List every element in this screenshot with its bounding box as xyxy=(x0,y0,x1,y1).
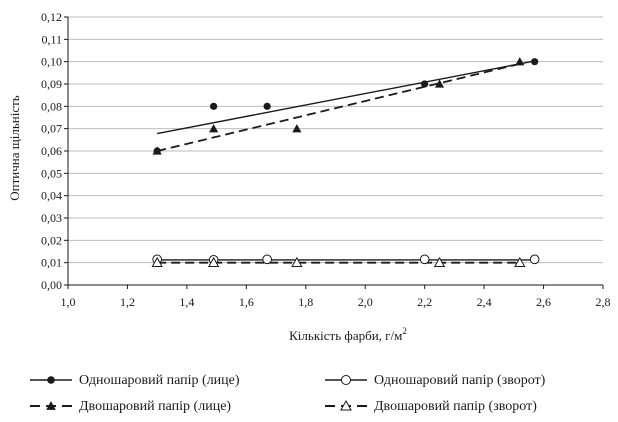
data-point-series-4 xyxy=(151,256,163,268)
x-tick-label: 1,2 xyxy=(120,295,135,309)
y-tick-label: 0,07 xyxy=(41,122,62,136)
data-point-series-2 xyxy=(515,57,525,66)
data-point-series-4 xyxy=(433,256,446,268)
trend-line-series-1 xyxy=(157,60,535,135)
grid-lines xyxy=(68,16,603,264)
legend-marker xyxy=(340,374,352,386)
legend-label: Двошаровий папір (зворот) xyxy=(374,399,537,414)
data-point-series-4 xyxy=(514,256,526,268)
x-tick-labels: 1,0 1,2 1,4 1,6 1,8 2,0 2,2 2,4 2,6 2,8 xyxy=(61,295,611,309)
data-point-series-1 xyxy=(263,102,271,110)
y-axis-label: Оптична щільність xyxy=(7,95,22,201)
legend-item: Двошаровий папір (зворот) xyxy=(325,399,537,414)
x-tick-label: 2,4 xyxy=(477,295,492,309)
axes xyxy=(64,16,604,289)
y-tick-label: 0,08 xyxy=(41,99,62,113)
data-point-series-2 xyxy=(434,79,445,88)
x-axis-label: Кількість фарби, г/м2 xyxy=(289,326,407,343)
y-tick-label: 0,01 xyxy=(41,256,62,270)
legend-label: Одношаровий папір (зворот) xyxy=(374,373,546,388)
legend-marker xyxy=(47,376,55,384)
legend-item: Двошаровий папір (лице) xyxy=(30,399,231,414)
legend-label: Двошаровий папір (лице) xyxy=(79,399,231,414)
x-tick-label: 2,8 xyxy=(596,295,611,309)
x-tick-label: 1,0 xyxy=(61,295,76,309)
y-tick-label: 0,12 xyxy=(41,10,62,24)
data-point-series-2 xyxy=(209,124,219,133)
y-tick-labels: 0,00 0,01 0,02 0,03 0,04 0,05 0,06 0,07 0,08 0,09… xyxy=(41,10,62,292)
legend-marker xyxy=(46,401,56,410)
legend-item: Одношаровий папір (лице) xyxy=(30,373,240,388)
y-tick-label: 0,09 xyxy=(41,77,62,91)
x-tick-label: 1,6 xyxy=(239,295,254,309)
legend-marker xyxy=(340,399,352,411)
legend: Одношаровий папір (лице) Одношаровий папі… xyxy=(30,373,546,414)
x-axis-label-text: Кількість фарби, г/м xyxy=(289,328,402,343)
data-point-series-1 xyxy=(210,102,218,110)
x-tick-label: 1,8 xyxy=(298,295,313,309)
data-point-series-4 xyxy=(207,256,220,268)
data-point-series-1 xyxy=(421,80,429,88)
data-point-series-3 xyxy=(262,254,272,265)
data-point-series-3 xyxy=(529,254,540,265)
trend-line-series-2 xyxy=(156,63,520,152)
data-point-series-1 xyxy=(531,58,539,66)
x-tick-label: 2,6 xyxy=(536,295,551,309)
data-point-series-2 xyxy=(152,146,162,155)
legend-item: Одношаровий папір (зворот) xyxy=(325,373,546,388)
x-tick-label: 1,4 xyxy=(179,295,194,309)
y-tick-label: 0,04 xyxy=(41,189,62,203)
y-tick-label: 0,03 xyxy=(41,211,62,225)
data-point-series-2 xyxy=(292,124,302,133)
y-tick-label: 0,02 xyxy=(41,233,62,247)
trend-lines xyxy=(156,60,535,264)
y-tick-label: 0,00 xyxy=(41,278,62,292)
y-tick-label: 0,11 xyxy=(41,32,62,46)
y-tick-label: 0,05 xyxy=(41,166,62,180)
y-tick-label: 0,06 xyxy=(41,144,62,158)
legend-label: Одношаровий папір (лице) xyxy=(79,373,240,388)
data-point-series-3 xyxy=(419,254,430,265)
y-tick-label: 0,10 xyxy=(41,55,62,69)
x-tick-label: 2,2 xyxy=(417,295,432,309)
data-points xyxy=(151,57,540,268)
x-axis-label-superscript: 2 xyxy=(402,326,407,336)
x-tick-label: 2,0 xyxy=(358,295,373,309)
data-point-series-4 xyxy=(291,256,303,268)
